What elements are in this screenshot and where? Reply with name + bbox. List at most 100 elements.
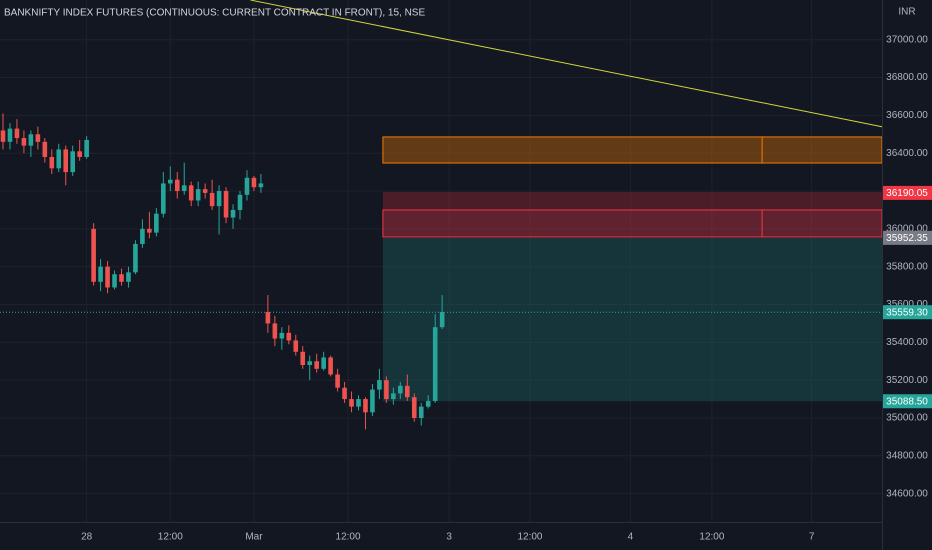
candle-body — [0, 130, 6, 142]
x-tick-label: 7 — [809, 532, 815, 543]
candle-body — [349, 399, 354, 407]
candle-body — [112, 274, 117, 288]
candle-body — [258, 183, 264, 188]
price-tag — [883, 305, 932, 320]
zone — [382, 209, 883, 238]
x-tick-label: 12:00 — [517, 532, 542, 543]
candle-body — [42, 141, 48, 157]
candle-body — [314, 361, 319, 369]
candle-body — [209, 192, 215, 207]
candle-body — [265, 312, 271, 324]
candle-body — [84, 139, 89, 157]
candle-body — [391, 393, 396, 400]
candle-body — [140, 228, 145, 244]
chart-title: BANKNIFTY INDEX FUTURES (CONTINUOUS: CUR… — [4, 8, 425, 19]
candle-body — [21, 138, 27, 146]
trendline — [250, 0, 883, 128]
candle-body — [244, 177, 250, 195]
candle-body — [377, 380, 382, 390]
candle-body — [119, 274, 124, 282]
candle-body — [293, 340, 299, 352]
y-tick-label: 36000.00 — [886, 223, 928, 234]
candle-body — [279, 332, 285, 339]
candle-body — [237, 194, 243, 210]
price-tag-label: 36190.05 — [886, 188, 928, 199]
candle-body — [14, 128, 20, 139]
zone — [382, 136, 883, 164]
candle-body — [370, 389, 375, 413]
candle-body — [321, 357, 326, 369]
candle-body — [411, 397, 417, 418]
zone — [382, 237, 882, 402]
candle-body — [188, 185, 194, 201]
candle-body — [307, 361, 313, 366]
x-tick-label: 4 — [628, 532, 634, 543]
candle-body — [286, 332, 292, 341]
candle-body — [133, 243, 138, 273]
candle-body — [328, 357, 333, 375]
candle-body — [251, 177, 257, 188]
candle-body — [98, 266, 103, 282]
candle-body — [432, 327, 438, 401]
candle-body — [56, 149, 62, 169]
candle-body — [147, 228, 152, 233]
candle-body — [404, 385, 410, 398]
candle-body — [154, 213, 159, 233]
x-tick-label: 28 — [81, 532, 93, 543]
candle-body — [70, 151, 76, 173]
y-tick-label: 35000.00 — [886, 413, 928, 424]
x-tick-label: Mar — [245, 532, 263, 543]
candle-body — [202, 189, 208, 193]
candle-body — [356, 399, 361, 407]
zone — [382, 191, 882, 210]
y-tick-label: 36600.00 — [886, 110, 928, 121]
y-tick-label: 34800.00 — [886, 450, 928, 461]
y-tick-label: 35600.00 — [886, 299, 928, 310]
candle-body — [230, 209, 236, 218]
candle-body — [126, 272, 131, 282]
price-tag — [883, 230, 932, 245]
candle-body — [216, 191, 222, 207]
candle-body — [363, 399, 368, 413]
y-tick-label: 35800.00 — [886, 261, 928, 272]
x-tick-label: 12:00 — [336, 532, 361, 543]
price-tag — [883, 394, 932, 409]
candle-body — [300, 351, 306, 366]
x-tick-label: 12:00 — [699, 532, 724, 543]
candle-body — [342, 387, 347, 400]
currency-label: INR — [898, 7, 915, 18]
candle-body — [384, 380, 389, 400]
x-tick-label: 3 — [446, 532, 452, 543]
y-tick-label: 35400.00 — [886, 337, 928, 348]
y-tick-label: 34600.00 — [886, 488, 928, 499]
candle-body — [7, 128, 13, 142]
candle-body — [181, 185, 187, 192]
candle-body — [77, 151, 82, 157]
candle-body — [272, 323, 278, 339]
candle-body — [161, 183, 166, 214]
candle-body — [398, 385, 403, 394]
y-tick-label: 36800.00 — [886, 72, 928, 83]
candle-body — [174, 179, 180, 192]
candle-body — [49, 156, 55, 169]
y-tick-label: 37000.00 — [886, 34, 928, 45]
candle-body — [167, 179, 173, 184]
y-tick-label: 36400.00 — [886, 148, 928, 159]
price-tag-label: 35952.35 — [886, 233, 928, 244]
candle-body — [63, 149, 69, 173]
price-tag-label: 35559.30 — [886, 307, 928, 318]
candle-body — [425, 400, 431, 407]
price-tag — [883, 185, 932, 200]
y-tick-label: 35200.00 — [886, 375, 928, 386]
price-tag-label: 35088.50 — [886, 396, 928, 407]
candle-body — [105, 266, 110, 288]
candle-body — [28, 134, 34, 146]
candle-body — [195, 189, 201, 201]
candle-body — [91, 228, 96, 282]
candle-body — [418, 406, 424, 418]
candle-body — [439, 312, 445, 328]
candle-body — [35, 134, 41, 142]
x-tick-label: 12:00 — [158, 532, 183, 543]
